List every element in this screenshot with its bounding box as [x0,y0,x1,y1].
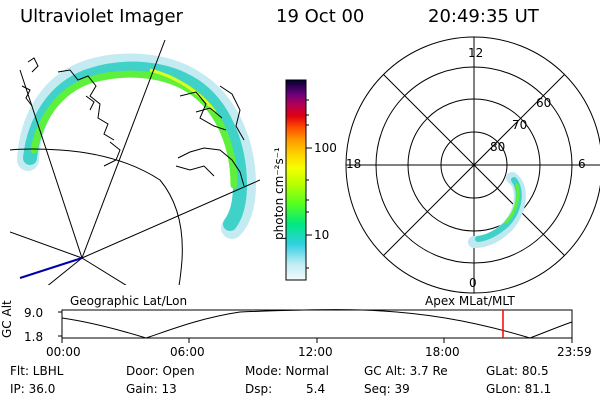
xtick-0600: 06:00 [170,345,205,359]
info-gain: Gain: 13 [126,382,177,396]
colorbar-label: photon cm⁻²s⁻¹ [272,147,286,240]
colorbar-rect [285,79,307,281]
lat-label-80: 80 [490,140,506,154]
altitude-ticks [58,311,573,343]
lat-label-60: 60 [536,96,552,110]
aurora-oval-green [30,70,238,189]
colorbar-tick-100: 100 [314,141,337,155]
altitude-ytick-top: 9.0 [24,306,44,320]
aurora-oval-cyan [23,61,248,231]
mlt-label-18: 18 [346,157,362,171]
info-glon: GLon: 81.1 [486,382,552,396]
info-door: Door: Open [126,364,195,378]
polar-grid [345,36,600,294]
info-flt: Flt: LBHL [10,364,64,378]
info-seq: Seq: 39 [364,382,410,396]
mlt-label-6: 6 [578,157,586,171]
time-label: 20:49:35 UT [428,6,539,27]
altitude-plot-frame [61,309,573,339]
altitude-ylabel: GC Alt [0,300,14,338]
info-mode: Mode: Normal [245,364,329,378]
info-glat: GLat: 80.5 [486,364,549,378]
date-label: 19 Oct 00 [276,6,365,27]
altitude-curve [61,309,573,339]
lat-label-70: 70 [512,118,528,132]
coastlines [21,57,245,187]
altitude-ytick-bottom: 1.8 [24,330,44,344]
aurora-oval-yellow [149,68,217,113]
colorbar-ticks [306,99,312,269]
info-dsp-label: Dsp: [245,382,273,396]
instrument-title: Ultraviolet Imager [20,6,183,27]
geographic-image [10,40,260,285]
geo-grid [10,40,260,285]
info-ip: IP: 36.0 [10,382,56,396]
info-dsp-value: 5.4 [306,382,326,396]
colorbar-tick-10: 10 [314,228,330,242]
xtick-2359: 23:59 [557,345,592,359]
geographic-caption: Geographic Lat/Lon [70,294,188,308]
mlt-label-12: 12 [468,46,484,60]
apex-caption: Apex MLat/MLT [425,294,515,308]
blue-trace [19,257,83,279]
xtick-1800: 18:00 [425,345,460,359]
info-gcalt: GC Alt: 3.7 Re [364,364,448,378]
polar-aurora [468,172,526,248]
xtick-0000: 00:00 [46,345,81,359]
xtick-1200: 12:00 [298,345,333,359]
mlt-label-0: 0 [469,276,477,290]
